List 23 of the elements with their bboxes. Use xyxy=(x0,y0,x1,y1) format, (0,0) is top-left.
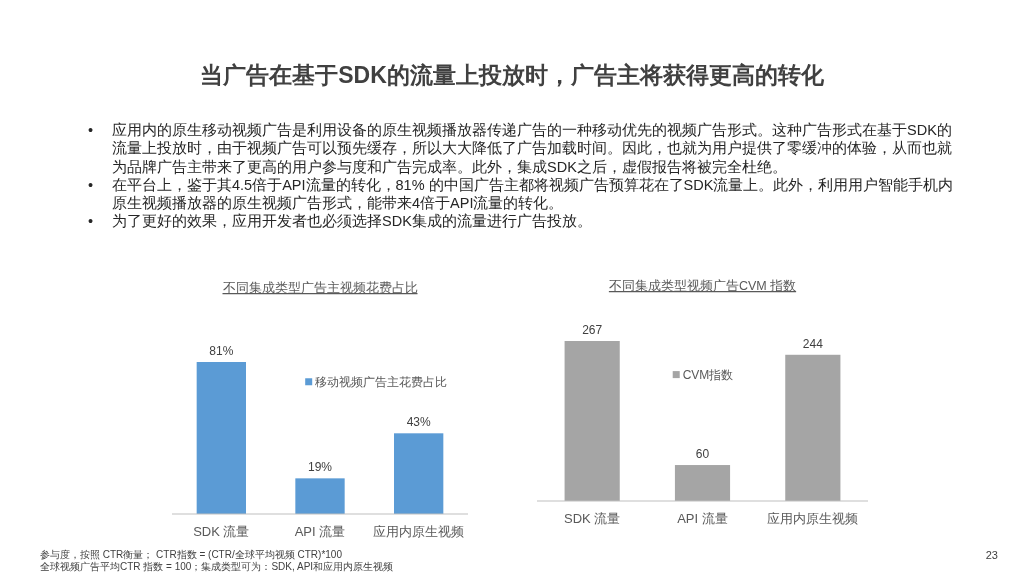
legend-label: CVM指数 xyxy=(682,368,734,383)
x-tick-label: 应用内原生视频 xyxy=(767,511,859,526)
text: • 为了更好的效果，应用开发者也必须选择SDK集成的流量进行广告投放。 xyxy=(88,213,592,230)
data-label: 81% xyxy=(209,344,234,358)
x-tick-label: SDK 流量 xyxy=(563,511,621,526)
chart-title: 不同集成类型视频广告CVM 指数 xyxy=(608,279,797,293)
x-tick-label: API 流量 xyxy=(294,524,346,539)
chart-title: 不同集成类型广告主视频花费占比 xyxy=(222,280,418,295)
x-tick-label: API 流量 xyxy=(677,511,728,526)
data-label: 60 xyxy=(695,447,710,462)
x-tick-label: SDK 流量 xyxy=(193,524,250,539)
data-label: 244 xyxy=(802,336,824,351)
data-label: 19% xyxy=(307,460,333,475)
text: 参与度，按照 CTR衡量； CTR指数 = (CTR/全球平均视频 CTR)*100 xyxy=(40,549,342,561)
text: • 在平台上，鉴于其4.5倍于API流量的转化，81% 的中国广告主都将视频广告预算花在了SDK流量上。此外，利用用户智能手机内原生视频播放器的原生视频广告形式，能带来4倍于API流量的转化。 xyxy=(88,176,954,212)
data-label: 267 xyxy=(582,323,603,337)
text: 23 xyxy=(985,549,998,561)
text: 全球视频广告平均CTR 指数 = 100；集成类型可为：SDK, API和应用内原生视频 xyxy=(40,561,394,573)
text: 当广告在基于SDK的流量上投放时，广告主将获得更高的转化 xyxy=(199,61,825,90)
text: • 应用内的原生移动视频广告是利用设备的原生视频播放器传递广告的一种移动优先的视频广告形式。这种广告形式在基于SDK的流量上投放时，由于视频广告可以预先缓存，所以大大降低了广告加载时间。因此，也就为用户提供了零缓冲的体验，从而也就为品牌广告主带来了更高的用户参与度和广告完成率。此外，集成SDK之后，虚假报告将被完全杜绝。 xyxy=(88,122,952,175)
x-tick-label: 应用内原生视频 xyxy=(373,524,465,539)
legend-label: 移动视频广告主花费占比 xyxy=(315,375,448,390)
data-label: 43% xyxy=(406,415,431,430)
